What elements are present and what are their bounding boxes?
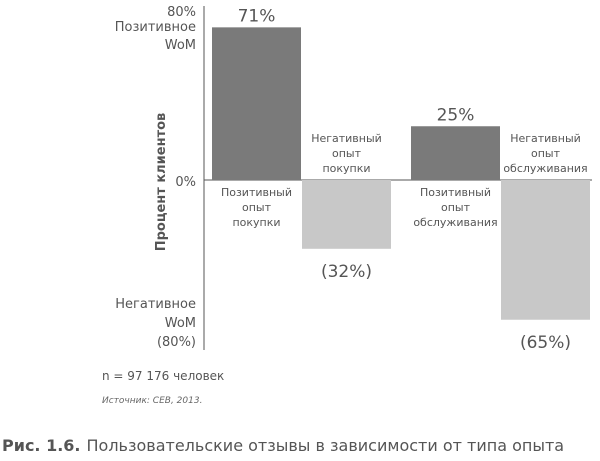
bar xyxy=(212,27,301,180)
bar-value-label: 71% xyxy=(238,6,276,26)
source-note: Источник: CEB, 2013. xyxy=(102,396,203,406)
bar-category-label: опыт xyxy=(242,201,272,214)
bar-category-label: Позитивный xyxy=(420,186,491,199)
axis-annotation-positive: WoM xyxy=(165,38,196,53)
bar-category-label: опыт xyxy=(441,201,471,214)
bar-category-label: обслуживания xyxy=(503,162,587,175)
bar-category-label: обслуживания xyxy=(413,216,497,229)
axis-annotation-negative: (80%) xyxy=(157,335,196,350)
bar xyxy=(411,126,500,180)
y-tick-label: 0% xyxy=(175,175,196,190)
bar-value-label: 25% xyxy=(437,105,475,125)
figure-caption-text: Пользовательские отзывы в зависимости от… xyxy=(86,436,565,455)
axis-annotation-negative: Негативное xyxy=(115,297,196,312)
bar-chart: 80% 0% Позитивное WoM Негативное WoM (80%) Проц… xyxy=(115,5,592,353)
bar-category-label: Негативный xyxy=(510,132,581,145)
bar-category-label: Негативный xyxy=(311,132,382,145)
bar-category-label: покупки xyxy=(232,216,280,229)
bar xyxy=(302,180,391,249)
bar-value-label: (32%) xyxy=(321,262,372,282)
y-tick-label: 80% xyxy=(167,5,196,20)
y-axis-label: Процент клиентов xyxy=(154,113,169,252)
bar xyxy=(501,180,590,320)
bar-category-label: опыт xyxy=(332,147,362,160)
axis-annotation-negative: WoM xyxy=(165,316,196,331)
sample-size-note: n = 97 176 человек xyxy=(102,369,225,383)
bar-category-label: опыт xyxy=(531,147,561,160)
axis-annotation-positive: Позитивное xyxy=(115,20,196,35)
bar-category-label: покупки xyxy=(322,162,370,175)
figure-number: Рис. 1.6. xyxy=(2,436,81,455)
bar-category-label: Позитивный xyxy=(221,186,292,199)
bar-value-label: (65%) xyxy=(520,333,571,353)
figure-caption: Рис. 1.6. Пользовательские отзывы в завис… xyxy=(2,436,564,455)
